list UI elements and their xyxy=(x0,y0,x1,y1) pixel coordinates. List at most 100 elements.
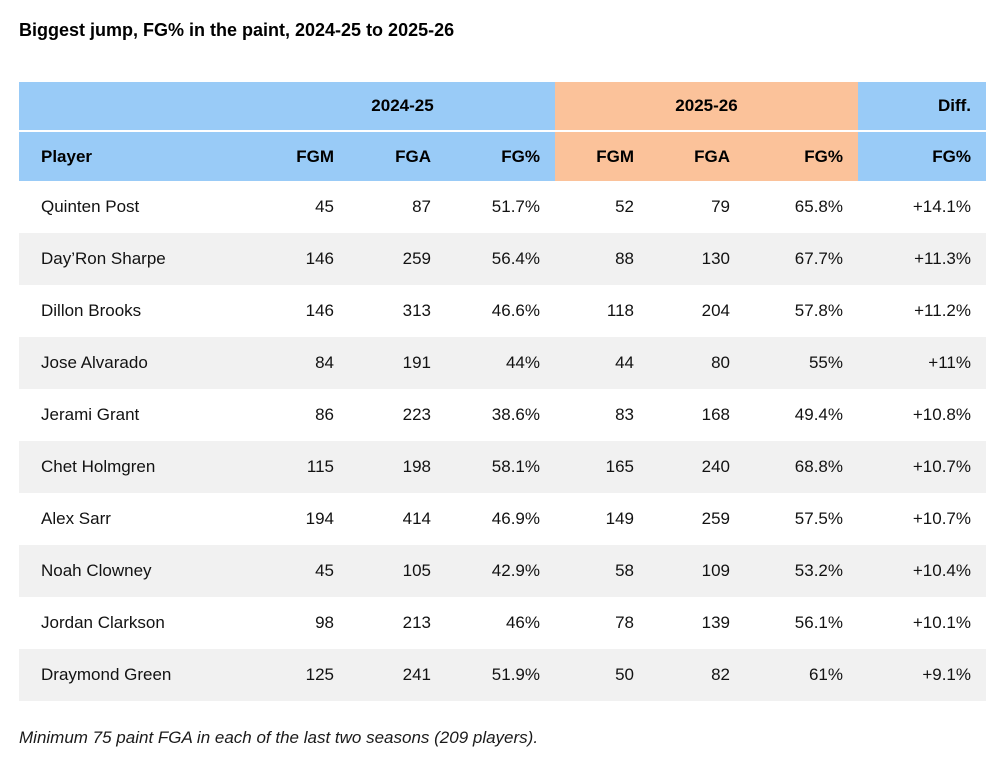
s1-fgm-cell: 98 xyxy=(315,613,334,632)
table-row: Chet Holmgren 115 198 58.1% 165 240 68.8% +10.7… xyxy=(19,441,986,493)
column-header-row: Player FGM FGA FG% FGM FGA FG% FG% xyxy=(19,131,986,181)
s2-fga-cell: 168 xyxy=(701,405,730,424)
s2-fga-cell: 240 xyxy=(701,457,730,476)
player-name-cell: Quinten Post xyxy=(41,197,140,216)
s2-fga-cell: 79 xyxy=(711,197,730,216)
s1-fgpct-cell: 51.7% xyxy=(491,197,540,216)
season-2025-26-header: 2025-26 xyxy=(555,82,858,132)
player-name-cell: Draymond Green xyxy=(41,665,172,684)
s1-fga-cell: 213 xyxy=(402,613,431,632)
column-header-s2-fgm: FGM xyxy=(555,131,649,181)
s1-fgpct-cell: 58.1% xyxy=(491,457,540,476)
s1-fgpct-cell: 46.9% xyxy=(491,509,540,528)
column-header-s1-fgm: FGM xyxy=(250,131,349,181)
table-body: Quinten Post 45 87 51.7% 52 79 65.8% +14.1% Day’… xyxy=(19,181,986,701)
s1-fgpct-cell: 44% xyxy=(505,353,540,372)
s2-fgm-cell: 165 xyxy=(605,457,634,476)
s1-fgpct-cell: 56.4% xyxy=(491,249,540,268)
diff-fgpct-cell: +11% xyxy=(928,353,971,372)
stats-table: 2024-25 2025-26 Diff. Player FGM FGA FG%… xyxy=(19,82,986,701)
s2-fga-cell: 139 xyxy=(701,613,730,632)
s2-fgm-cell: 50 xyxy=(615,665,634,684)
s1-fgm-cell: 84 xyxy=(315,353,334,372)
s2-fgpct-cell: 53.2% xyxy=(794,561,843,580)
player-name-cell: Day’Ron Sharpe xyxy=(41,249,166,268)
s2-fgm-cell: 118 xyxy=(606,301,634,320)
footnote: Minimum 75 paint FGA in each of the last… xyxy=(19,728,539,747)
s1-fgpct-cell: 51.9% xyxy=(491,665,540,684)
s1-fgm-cell: 115 xyxy=(306,457,334,476)
s1-fgpct-cell: 42.9% xyxy=(491,561,540,580)
s2-fga-cell: 82 xyxy=(711,665,730,684)
season-header-row: 2024-25 2025-26 Diff. xyxy=(19,82,986,132)
s2-fgpct-cell: 67.7% xyxy=(794,249,843,268)
s1-fgpct-cell: 46% xyxy=(505,613,540,632)
table-row: Day’Ron Sharpe 146 259 56.4% 88 130 67.7% +11.3… xyxy=(19,233,986,285)
chart-title: Biggest jump, FG% in the paint, 2024-25 … xyxy=(19,20,455,40)
s1-fgm-cell: 146 xyxy=(305,249,334,268)
player-name-cell: Jordan Clarkson xyxy=(41,613,165,632)
s2-fgm-cell: 78 xyxy=(615,613,634,632)
s1-fga-cell: 198 xyxy=(402,457,431,476)
player-name-cell: Jose Alvarado xyxy=(41,353,148,372)
s1-fgm-cell: 194 xyxy=(305,509,334,528)
diff-fgpct-cell: +11.2% xyxy=(914,301,971,320)
table-row: Alex Sarr 194 414 46.9% 149 259 57.5% +10.7% xyxy=(19,493,986,545)
s2-fgpct-cell: 55% xyxy=(808,353,843,372)
diff-fgpct-cell: +10.7% xyxy=(912,509,971,528)
player-name-cell: Noah Clowney xyxy=(41,561,152,580)
s2-fgpct-cell: 61% xyxy=(808,665,843,684)
s1-fgm-cell: 86 xyxy=(315,405,334,424)
diff-fgpct-cell: +10.4% xyxy=(912,561,971,580)
s1-fga-cell: 241 xyxy=(402,665,431,684)
s2-fgpct-cell: 56.1% xyxy=(794,613,843,632)
table-row: Dillon Brooks 146 313 46.6% 118 204 57.8% +11.2… xyxy=(19,285,986,337)
s2-fga-cell: 204 xyxy=(701,301,730,320)
s2-fgm-cell: 52 xyxy=(615,197,634,216)
table-row: Jose Alvarado 84 191 44% 44 80 55% +11% xyxy=(19,337,986,389)
s1-fgm-cell: 45 xyxy=(315,561,334,580)
s2-fgpct-cell: 65.8% xyxy=(794,197,843,216)
column-header-diff-fgpct: FG% xyxy=(858,131,986,181)
s2-fgm-cell: 83 xyxy=(615,405,634,424)
s2-fga-cell: 109 xyxy=(701,561,730,580)
s1-fga-cell: 87 xyxy=(412,197,431,216)
s2-fga-cell: 259 xyxy=(701,509,730,528)
table-row: Jordan Clarkson 98 213 46% 78 139 56.1% +10.1% xyxy=(19,597,986,649)
diff-fgpct-cell: +10.8% xyxy=(912,405,971,424)
s2-fgpct-cell: 49.4% xyxy=(794,405,843,424)
column-header-player: Player xyxy=(19,131,250,181)
diff-fgpct-cell: +14.1% xyxy=(912,197,971,216)
column-header-s1-fga: FGA xyxy=(349,131,446,181)
s2-fgm-cell: 58 xyxy=(615,561,634,580)
table-row: Draymond Green 125 241 51.9% 50 82 61% +9.1% xyxy=(19,649,986,701)
table-row: Quinten Post 45 87 51.7% 52 79 65.8% +14.1% xyxy=(19,181,986,233)
s1-fga-cell: 259 xyxy=(402,249,431,268)
s1-fga-cell: 105 xyxy=(402,561,431,580)
column-header-s1-fgpct: FG% xyxy=(446,131,555,181)
column-header-s2-fga: FGA xyxy=(649,131,745,181)
diff-fgpct-cell: +9.1% xyxy=(922,665,971,684)
diff-fgpct-cell: +10.1% xyxy=(912,613,971,632)
season-2024-25-header: 2024-25 xyxy=(250,82,555,132)
s1-fgpct-cell: 38.6% xyxy=(491,405,540,424)
s2-fgpct-cell: 57.5% xyxy=(794,509,843,528)
s2-fgm-cell: 149 xyxy=(605,509,634,528)
player-name-cell: Dillon Brooks xyxy=(41,301,142,320)
s2-fga-cell: 130 xyxy=(701,249,730,268)
player-name-cell: Chet Holmgren xyxy=(41,457,156,476)
diff-fgpct-cell: +11.3% xyxy=(914,249,971,268)
player-name-cell: Jerami Grant xyxy=(41,405,140,424)
player-name-cell: Alex Sarr xyxy=(41,509,111,528)
s1-fgm-cell: 45 xyxy=(315,197,334,216)
table-row: Noah Clowney 45 105 42.9% 58 109 53.2% +10.4% xyxy=(19,545,986,597)
s1-fga-cell: 313 xyxy=(402,301,431,320)
s2-fgpct-cell: 57.8% xyxy=(794,301,843,320)
s1-fga-cell: 223 xyxy=(402,405,431,424)
s1-fga-cell: 414 xyxy=(402,509,431,528)
s2-fgpct-cell: 68.8% xyxy=(794,457,843,476)
table-header: 2024-25 2025-26 Diff. Player FGM FGA FG%… xyxy=(19,82,986,181)
s1-fgm-cell: 146 xyxy=(305,301,334,320)
season-header-spacer xyxy=(19,82,250,132)
